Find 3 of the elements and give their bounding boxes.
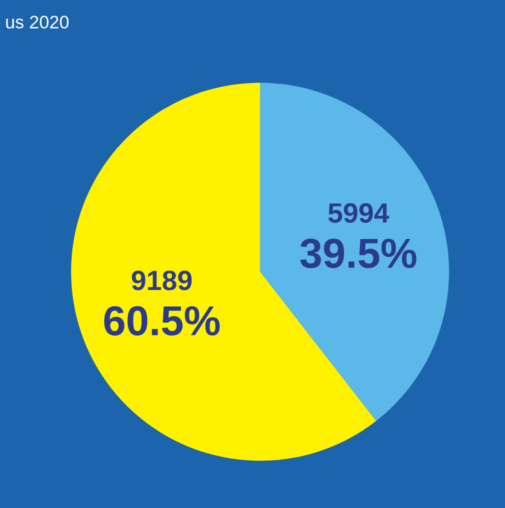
data-label: 9189 60.5%: [104, 270, 220, 336]
chart-title: us 2020: [6, 16, 69, 28]
data-label: 5994 39.5%: [300, 203, 416, 268]
